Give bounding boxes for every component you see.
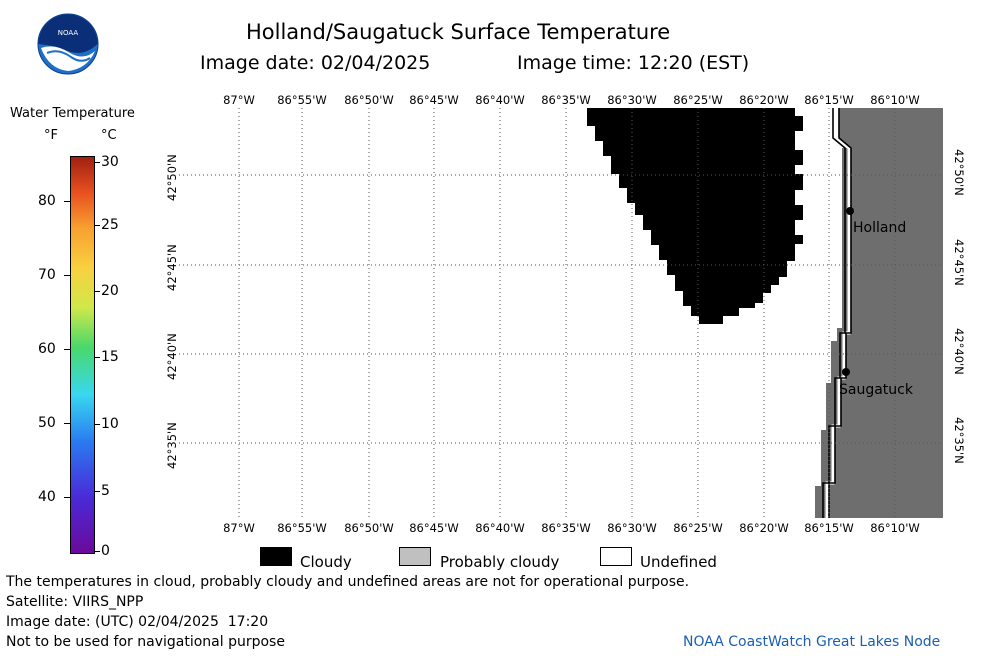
lon-label-top: 86°20'W: [739, 93, 789, 107]
lon-label-top: 86°10'W: [870, 93, 920, 107]
map-title: Holland/Saugatuck Surface Temperature: [246, 20, 671, 44]
lon-label-top: 86°15'W: [804, 93, 854, 107]
colorbar-c-tick: 5: [101, 483, 110, 499]
colorbar-f-tick-mark: [64, 497, 70, 498]
footer-satellite: Satellite: VIIRS_NPP: [6, 594, 144, 610]
colorbar: [70, 156, 95, 554]
footer-nav-warning: Not to be used for navigational purpose: [6, 634, 285, 650]
map-frame: [179, 108, 943, 518]
lon-label-bottom: 86°10'W: [870, 521, 920, 535]
colorbar-c-tick-mark: [94, 162, 100, 163]
lon-label-bottom: 86°20'W: [739, 521, 789, 535]
colorbar-c-tick-mark: [94, 357, 100, 358]
colorbar-c-tick: 0: [101, 543, 110, 559]
colorbar-unit-f: °F: [44, 128, 58, 143]
lat-label-left: 42°40'N: [165, 333, 179, 380]
colorbar-c-tick: 20: [101, 283, 119, 299]
lat-label-right: 42°50'N: [952, 149, 966, 196]
holland-marker: [846, 207, 854, 215]
colorbar-f-tick: 50: [38, 415, 56, 431]
legend-swatch-cloudy: [260, 547, 292, 566]
colorbar-f-tick-mark: [64, 349, 70, 350]
legend-label-probably-cloudy: Probably cloudy: [440, 553, 560, 571]
colorbar-f-tick: 60: [38, 341, 56, 357]
image-time: Image time: 12:20 (EST): [517, 52, 750, 74]
lon-label-top: 86°35'W: [541, 93, 591, 107]
colorbar-c-tick: 30: [101, 154, 119, 170]
footer-disclaimer: The temperatures in cloud, probably clou…: [6, 574, 690, 590]
lon-label-top: 86°55'W: [277, 93, 327, 107]
colorbar-f-tick-mark: [64, 423, 70, 424]
lat-label-left: 42°45'N: [165, 244, 179, 291]
lat-label-right: 42°35'N: [952, 417, 966, 464]
colorbar-c-tick: 15: [101, 349, 119, 365]
lon-label-top: 86°45'W: [409, 93, 459, 107]
lat-label-right: 42°45'N: [952, 239, 966, 286]
colorbar-f-tick: 70: [38, 267, 56, 283]
city-label-holland: Holland: [853, 220, 907, 236]
cloudy-area: [587, 108, 803, 324]
legend-swatch-undefined: [600, 547, 632, 566]
colorbar-f-tick-mark: [64, 201, 70, 202]
lat-label-right: 42°40'N: [952, 328, 966, 375]
colorbar-c-tick-mark: [94, 225, 100, 226]
colorbar-unit-c: °C: [101, 128, 117, 143]
lon-label-bottom: 87°W: [223, 521, 255, 535]
footer-utc-date: Image date: (UTC) 02/04/2025 17:20: [6, 614, 269, 630]
lon-label-bottom: 86°55'W: [277, 521, 327, 535]
colorbar-f-tick: 80: [38, 193, 56, 209]
saugatuck-marker: [842, 368, 850, 376]
lon-label-top: 86°25'W: [673, 93, 723, 107]
lon-label-top: 86°40'W: [475, 93, 525, 107]
colorbar-c-tick-mark: [94, 291, 100, 292]
lon-label-bottom: 86°15'W: [804, 521, 854, 535]
colorbar-c-tick-mark: [94, 551, 100, 552]
lon-label-top: 86°50'W: [344, 93, 394, 107]
colorbar-title: Water Temperature: [10, 106, 135, 121]
colorbar-c-tick: 10: [101, 416, 119, 432]
legend-label-undefined: Undefined: [640, 553, 717, 571]
lon-label-top: 87°W: [223, 93, 255, 107]
lon-label-bottom: 86°50'W: [344, 521, 394, 535]
lon-label-top: 86°30'W: [607, 93, 657, 107]
lon-label-bottom: 86°30'W: [607, 521, 657, 535]
lat-label-left: 42°50'N: [165, 154, 179, 201]
colorbar-c-tick-mark: [94, 424, 100, 425]
city-label-saugatuck: Saugatuck: [839, 382, 913, 398]
colorbar-c-tick: 25: [101, 217, 119, 233]
colorbar-f-tick: 40: [38, 489, 56, 505]
noaa-logo: NOAA: [37, 13, 99, 75]
legend-label-cloudy: Cloudy: [300, 553, 352, 571]
legend-swatch-probably-cloudy: [399, 547, 431, 566]
lon-label-bottom: 86°25'W: [673, 521, 723, 535]
lon-label-bottom: 86°45'W: [409, 521, 459, 535]
image-date: Image date: 02/04/2025: [200, 52, 431, 74]
footer-credit: NOAA CoastWatch Great Lakes Node: [683, 634, 941, 650]
colorbar-f-tick-mark: [64, 275, 70, 276]
svg-text:NOAA: NOAA: [58, 29, 79, 37]
colorbar-c-tick-mark: [94, 491, 100, 492]
lat-label-left: 42°35'N: [165, 422, 179, 469]
lon-label-bottom: 86°40'W: [475, 521, 525, 535]
lon-label-bottom: 86°35'W: [541, 521, 591, 535]
